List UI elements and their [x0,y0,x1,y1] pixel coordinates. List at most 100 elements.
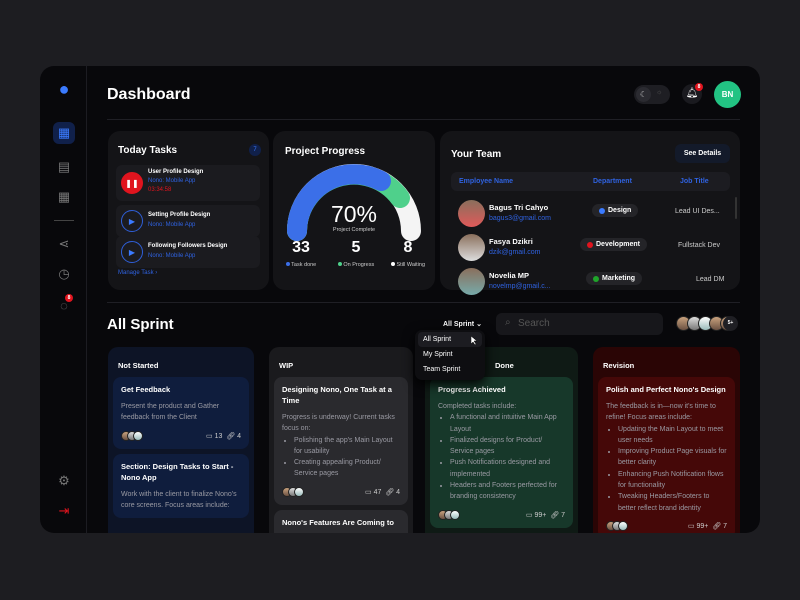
card-description: Present the product and Gather feedback … [121,403,220,422]
card-title: Polish and Perfect Nono's Design [606,385,726,394]
table-row[interactable]: Novelia MP novelmp@gmail.c... Marketing … [458,266,728,296]
grid-icon[interactable]: ▦ [53,122,75,144]
task-count-badge: 7 [249,144,261,156]
employee-name: Bagus Tri Cahyo [489,203,549,212]
chevron-down-icon: ⌄ [476,321,482,328]
card-bullet: Push Notifications designed and implemen… [450,457,565,480]
gauge-done [287,164,391,241]
link-icon: 🔗︎ [226,432,236,440]
task-timer: 03:34:58 [148,187,172,193]
clock-icon[interactable]: ◷ [58,266,70,281]
search-input[interactable]: ⌕ Search [496,313,663,335]
employee-avatar [458,200,485,227]
link-label: Manage Task [118,270,154,276]
department-label: Design [608,207,632,214]
card-title: Get Feedback [121,385,171,394]
job-title: Fullstack Dev [678,242,721,249]
sprint-column: Not Started Get Feedback Present the produ… [108,347,254,533]
percent-complete: 70% [330,201,378,227]
sidebar: ● ▦ ▤ ▦ ⋖ ◷ ◌ 8 ⚙ ⇥ [40,66,87,533]
stat-value: 8 [403,239,413,256]
play-icon[interactable]: ▶ [121,241,143,263]
column-title: WIP [279,361,294,370]
task-project: Nono: Mobile App [148,178,196,184]
table-row[interactable]: Fasya Dzikri dzik@gmail.com Development … [458,232,728,262]
card-bullet: Tweaking Headers/Footers to better refle… [618,491,727,514]
job-title: Lead DM [696,276,725,283]
gear-icon[interactable]: ⚙ [58,473,70,488]
notification-badge: 8 [695,83,703,91]
divider [107,119,740,120]
link-count: 7 [723,522,727,530]
stat-label-text: Still Waiting [396,262,426,268]
comment-icon: ▭ [525,511,533,519]
card-description: Work with the client to finalize Nono's … [121,490,237,509]
sprint-filter-dropdown[interactable]: All Sprint ⌄ [443,320,482,328]
comment-count: 99+ [534,511,547,519]
theme-toggle[interactable]: ☾ ☼ [634,85,670,104]
team-card: Your Team See Details Employee Name Depa… [440,131,740,295]
column-header: Employee Name [459,178,514,185]
calendar-icon[interactable]: ▦ [57,189,71,204]
logout-icon[interactable]: ⇥ [58,503,70,518]
task-item[interactable]: ▶ Following Followers Design Nono: Mobil… [116,236,260,268]
card-bullet: A functional and intuitive Main App Layo… [450,412,565,435]
bell-icon[interactable]: 🔔︎ 8 [682,83,703,104]
card-assignees [282,486,304,497]
stat-label-text: Task done [291,262,317,268]
link-count: 4 [396,488,400,496]
task-item[interactable]: ▶ Setting Profile Design Nono: Mobile Ap… [116,205,260,237]
sprint-dropdown-menu: All Sprint My Sprint Team Sprint [415,330,485,380]
see-details-button[interactable]: See Details [675,144,730,163]
card-title: Your Team [451,149,502,160]
stat-label: On Progress [331,262,381,268]
link-icon: 🔗︎ [712,522,722,530]
employee-name: Novelia MP [489,271,530,280]
manage-task-link[interactable]: Manage Task › [118,270,158,276]
cursor-icon [471,336,478,345]
task-item[interactable]: ❚❚ User Profile Design Nono: Mobile App … [116,165,260,201]
column-header: Job Title [680,178,709,185]
card-assignees [438,509,460,520]
department-badge: Development [580,238,647,251]
employee-email: dzik@gmail.com [489,249,541,256]
task-title: User Profile Design [148,169,204,175]
table-header: Employee Name Department Job Title [451,172,730,191]
sun-icon: ☼ [656,89,663,96]
link-icon: 🔗︎ [550,511,560,519]
menu-item-team-sprint[interactable]: Team Sprint [423,366,461,373]
scrollbar[interactable] [735,197,737,219]
sprint-card[interactable]: Nono's Features Are Coming to [274,509,408,533]
avatar[interactable]: BN [714,81,741,108]
comment-count: 47 [373,488,382,496]
pause-icon[interactable]: ❚❚ [121,172,143,194]
menu-item-my-sprint[interactable]: My Sprint [423,351,453,358]
table-row[interactable]: Bagus Tri Cahyo bagus3@gmail.com Design … [458,198,728,228]
employee-avatar [458,234,485,261]
notepad-icon[interactable]: ▤ [57,159,71,174]
sprint-card[interactable]: Polish and Perfect Nono's Design The feed… [598,377,735,533]
comment-icon: ▭ [687,522,695,530]
card-bullet: Finalized designs for Product/ Service p… [450,435,565,458]
card-title: Nono's Features Are Coming to [282,517,394,527]
sprint-card[interactable]: Designing Nono, One Task at a Time Progre… [274,377,408,505]
share-icon[interactable]: ⋖ [58,236,70,251]
column-title: Done [495,361,514,370]
task-project: Nono: Mobile App [148,253,196,259]
stat-label-text: On Progress [343,262,375,268]
stat-label: Task done [276,262,326,268]
comment-icon: ▭ [364,488,372,496]
sprint-card[interactable]: Section: Design Tasks to Start - Nono Ap… [113,453,249,519]
sprint-card[interactable]: Get Feedback Present the product and Gath… [113,377,249,449]
search-icon: ⌕ [505,317,511,328]
chat-icon[interactable]: ◌ 8 [53,294,75,316]
members-avatars[interactable]: 5+ [676,316,738,331]
menu-item-all-sprint[interactable]: All Sprint [418,332,482,347]
card-bullet: Polishing the app's Main Layout for usab… [294,435,400,458]
employee-email: novelmp@gmail.c... [489,283,551,290]
link-count: 4 [237,432,241,440]
sprint-card[interactable]: Progress Achieved Completed tasks include… [430,377,573,528]
play-icon[interactable]: ▶ [121,210,143,232]
today-tasks-card: Today Tasks 7 ❚❚ User Profile Design Non… [108,131,269,290]
card-description: Completed tasks include: [438,403,517,410]
